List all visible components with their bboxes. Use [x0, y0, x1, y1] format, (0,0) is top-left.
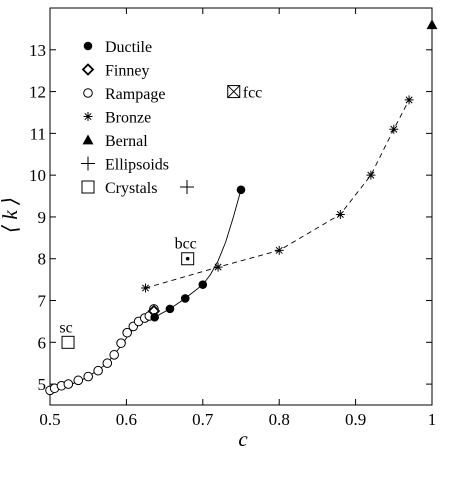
- x-tick-label: 0.9: [345, 410, 366, 429]
- crystal-bcc-label: bcc: [175, 236, 197, 253]
- x-tick-label: 0.8: [269, 410, 290, 429]
- x-tick-label: 0.7: [192, 410, 214, 429]
- y-tick-label: 12: [29, 83, 46, 102]
- ductile-point: [236, 185, 246, 195]
- ductile-point: [180, 294, 190, 303]
- crystal-fcc-point: [227, 85, 241, 99]
- bronze-point: [335, 209, 345, 219]
- x-axis-title: c: [238, 427, 248, 451]
- legend-marker-ductile: [83, 41, 93, 51]
- y-tick-label: 7: [38, 292, 47, 311]
- legend-label-bronze: Bronze: [105, 110, 151, 127]
- legend-marker-crystals: [81, 180, 95, 194]
- bronze-point: [274, 245, 284, 255]
- ductile-point: [165, 304, 175, 314]
- plot-frame: [49, 7, 433, 406]
- legend-extra-plus-mark: [180, 180, 194, 194]
- rampage-point: [63, 379, 74, 389]
- rampage-point: [122, 327, 132, 338]
- legend-marker-bronze: [83, 112, 93, 121]
- rampage-point: [109, 350, 119, 360]
- legend-label-bernal: Bernal: [105, 133, 148, 150]
- legend-marker-rampage: [83, 88, 93, 98]
- legend-marker-finney: [81, 63, 95, 76]
- bronze-point: [404, 95, 414, 105]
- crystal-fcc-label: fcc: [243, 85, 263, 102]
- legend-marker-bernal: [82, 134, 94, 145]
- legend-label-ductile: Ductile: [105, 39, 152, 56]
- x-tick-label: 0.5: [39, 410, 60, 429]
- y-axis-title: ⟨ k ⟩: [0, 197, 22, 233]
- bronze-point: [213, 262, 223, 272]
- ductile-fit-curve: [149, 189, 242, 320]
- bronze-point: [389, 124, 399, 134]
- y-tick-label: 11: [30, 124, 46, 143]
- bronze-point: [141, 283, 150, 293]
- x-tick-label: 0.6: [116, 410, 137, 429]
- bronze-point: [366, 170, 376, 180]
- legend-label-finney: Finney: [105, 63, 149, 80]
- ductile-point: [198, 280, 208, 289]
- y-tick-label: 13: [29, 41, 46, 60]
- x-tick-label: 1: [428, 410, 437, 429]
- rampage-point: [102, 358, 113, 369]
- legend-label-ellipsoids: Ellipsoids: [105, 157, 169, 174]
- y-tick-label: 5: [38, 375, 47, 394]
- legend-marker-ellipsoids: [81, 156, 95, 171]
- y-tick-label: 9: [38, 208, 47, 227]
- y-tick-label: 6: [38, 333, 47, 352]
- crystal-sc-point: [61, 335, 75, 349]
- y-tick-label: 8: [38, 250, 47, 269]
- rampage-point: [83, 371, 93, 382]
- legend-label-rampage: Rampage: [105, 86, 165, 103]
- rampage-point: [93, 365, 103, 376]
- bernal-point: [426, 19, 438, 30]
- ductile-point: [150, 312, 159, 322]
- rampage-point: [73, 375, 84, 386]
- y-tick-label: 10: [29, 166, 46, 185]
- crystal-bcc-point: [181, 252, 195, 266]
- legend-label-crystals: Crystals: [105, 180, 157, 197]
- crystal-sc-label: sc: [59, 319, 72, 336]
- rampage-point: [116, 338, 126, 348]
